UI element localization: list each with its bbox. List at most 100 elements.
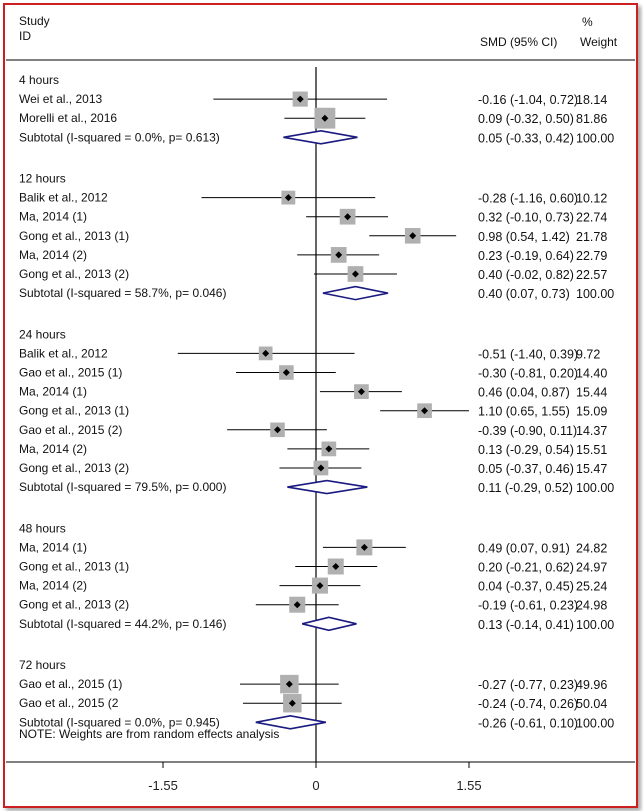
study-row: Gao et al., 2015 (1) -0.27 (-0.77, 0.23)4… [19, 674, 607, 694]
subtotal-label: Subtotal (I-squared = 0.0%, p= 0.613) [19, 130, 220, 144]
figure-frame: Study ID SMD (95% CI) % Weight 4 hours We… [3, 3, 638, 808]
study-label: Wei et al., 2013 [19, 92, 102, 106]
effect-ci-value: -0.30 (-0.81, 0.20) [478, 367, 578, 381]
study-label: Balik et al., 2012 [19, 346, 108, 360]
weight-value: 9.72 [576, 347, 600, 361]
study-label: Gao et al., 2015 (1) [19, 366, 122, 380]
study-label: Ma, 2014 (1) [19, 210, 87, 224]
point-estimate [344, 213, 352, 221]
study-label: Gong et al., 2013 (1) [19, 560, 129, 574]
tick-label: -1.55 [148, 778, 178, 793]
study-row: Gong et al., 2013 (2) 0.05 (-0.37, 0.46) 1… [19, 460, 607, 476]
study-row: Ma, 2014 (2) 0.13 (-0.29, 0.54) 15.51 [19, 441, 607, 457]
effect-header: SMD (95% CI) [480, 35, 557, 49]
point-estimate [325, 445, 333, 453]
study-row: Gao et al., 2015 (2 -0.24 (-0.74, 0.26)50… [19, 693, 607, 713]
weight-value: 15.44 [576, 386, 607, 400]
subtotal-weight-value: 100.00 [576, 716, 614, 730]
point-estimate [409, 232, 417, 240]
subtotal-label: Subtotal (I-squared = 58.7%, p= 0.046) [19, 286, 226, 300]
weight-value: 15.09 [576, 405, 607, 419]
subtotal-weight-value: 100.00 [576, 287, 614, 301]
pooled-diamond [287, 479, 368, 495]
subtotal-weight-value: 100.00 [576, 131, 614, 145]
study-row: Gong et al., 2013 (1) 0.98 (0.54, 1.42) 21… [19, 227, 607, 244]
study-label: Ma, 2014 (1) [19, 540, 87, 554]
weight-value: 22.74 [576, 211, 607, 225]
group-label: 72 hours [19, 658, 66, 672]
weight-value: 24.98 [576, 599, 607, 613]
pooled-diamond [301, 616, 357, 632]
point-estimate [317, 464, 325, 472]
effect-ci-value: -0.28 (-1.16, 0.60) [478, 192, 578, 206]
study-row: Balik et al., 2012 -0.28 (-1.16, 0.60)10.… [19, 191, 607, 206]
subtotal-label: Subtotal (I-squared = 44.2%, p= 0.146) [19, 617, 226, 631]
study-row: Gong et al., 2013 (1) 1.10 (0.65, 1.55) 15… [19, 403, 607, 419]
weights-note: NOTE: Weights are from random effects an… [19, 727, 279, 741]
study-label: Gao et al., 2015 (1) [19, 677, 122, 691]
rows: 4 hours Wei et al., 2013 -0.16 (-1.04, 0.7… [19, 73, 614, 730]
effect-ci-value: -0.51 (-1.40, 0.39) [478, 347, 578, 361]
weight-value: 14.40 [576, 367, 607, 381]
group-0: 4 hours Wei et al., 2013 -0.16 (-1.04, 0.7… [19, 73, 614, 145]
point-estimate [321, 114, 329, 122]
effect-ci-value: 0.23 (-0.19, 0.64) [478, 249, 574, 263]
pooled-diamond [322, 285, 389, 301]
weight-header: Weight [580, 35, 618, 49]
subtotal-row: Subtotal (I-squared = 44.2%, p= 0.146) 0.… [19, 616, 614, 632]
point-estimate [288, 699, 296, 707]
group-4: 72 hours Gao et al., 2015 (1) -0.27 (-0.77… [19, 658, 614, 730]
subtotal-weight-value: 100.00 [576, 481, 614, 495]
point-estimate [316, 582, 324, 590]
effect-ci-value: 0.13 (-0.29, 0.54) [478, 443, 574, 457]
weight-value: 15.47 [576, 462, 607, 476]
study-header: Study [19, 14, 50, 28]
subtotal-ci-value: 0.13 (-0.14, 0.41) [478, 618, 574, 632]
group-2: 24 hours Balik et al., 2012 -0.51 (-1.40, … [19, 327, 614, 495]
study-label: Ma, 2014 (2) [19, 248, 87, 262]
effect-ci-value: 1.10 (0.65, 1.55) [478, 405, 570, 419]
study-row: Gong et al., 2013 (1) 0.20 (-0.21, 0.62) 2… [19, 558, 607, 575]
weight-value: 10.12 [576, 192, 607, 206]
subtotal-row: Subtotal (I-squared = 58.7%, p= 0.046) 0.… [19, 285, 614, 301]
study-row: Morelli et al., 2016 0.09 (-0.32, 0.50) 81… [19, 107, 607, 129]
x-ticks: -1.55 0 1.55 [148, 762, 482, 793]
point-estimate [332, 563, 340, 570]
group-label: 48 hours [19, 521, 66, 535]
study-row: Gong et al., 2013 (2) -0.19 (-0.61, 0.23)… [19, 596, 607, 613]
study-label: Balik et al., 2012 [19, 191, 108, 205]
effect-ci-value: 0.09 (-0.32, 0.50) [478, 112, 574, 126]
subtotal-ci-value: 0.40 (0.07, 0.73) [478, 287, 570, 301]
subtotal-label: Subtotal (I-squared = 0.0%, p= 0.945) [19, 715, 220, 729]
point-estimate [285, 680, 293, 688]
effect-ci-value: 0.20 (-0.21, 0.62) [478, 561, 574, 575]
subtotal-row: Subtotal (I-squared = 0.0%, p= 0.945) -0.… [19, 714, 614, 730]
study-row: Gong et al., 2013 (2) 0.40 (-0.02, 0.82) 2… [19, 266, 607, 282]
pooled-diamond [255, 714, 327, 730]
study-label: Morelli et al., 2016 [19, 111, 117, 125]
study-label: Gao et al., 2015 (2) [19, 423, 122, 437]
group-label: 24 hours [19, 327, 66, 341]
effect-ci-value: -0.24 (-0.74, 0.26) [478, 697, 578, 711]
effect-ci-value: -0.19 (-0.61, 0.23) [478, 599, 578, 613]
weight-value: 22.79 [576, 249, 607, 263]
weight-value: 22.57 [576, 268, 607, 282]
effect-ci-value: 0.32 (-0.10, 0.73) [478, 211, 574, 225]
point-estimate [335, 251, 343, 259]
subtotal-ci-value: -0.26 (-0.61, 0.10) [478, 716, 578, 730]
weight-value: 21.78 [576, 230, 607, 244]
weight-value: 14.37 [576, 424, 607, 438]
study-row: Gao et al., 2015 (2) -0.39 (-0.90, 0.11)1… [19, 422, 607, 438]
weight-value: 24.97 [576, 561, 607, 575]
tick-label: 1.55 [456, 778, 481, 793]
subtotal-ci-value: 0.11 (-0.29, 0.52) [478, 481, 573, 495]
tick-label: 0 [312, 778, 319, 793]
percent-header: % [582, 15, 593, 29]
study-row: Gao et al., 2015 (1) -0.30 (-0.81, 0.20)1… [19, 365, 607, 381]
group-1: 12 hours Balik et al., 2012 -0.28 (-1.16, … [19, 172, 614, 302]
effect-ci-value: 0.98 (0.54, 1.42) [478, 230, 570, 244]
weight-value: 24.82 [576, 541, 607, 555]
group-label: 12 hours [19, 172, 66, 186]
effect-ci-value: 0.04 (-0.37, 0.45) [478, 580, 574, 594]
point-estimate [282, 369, 290, 376]
